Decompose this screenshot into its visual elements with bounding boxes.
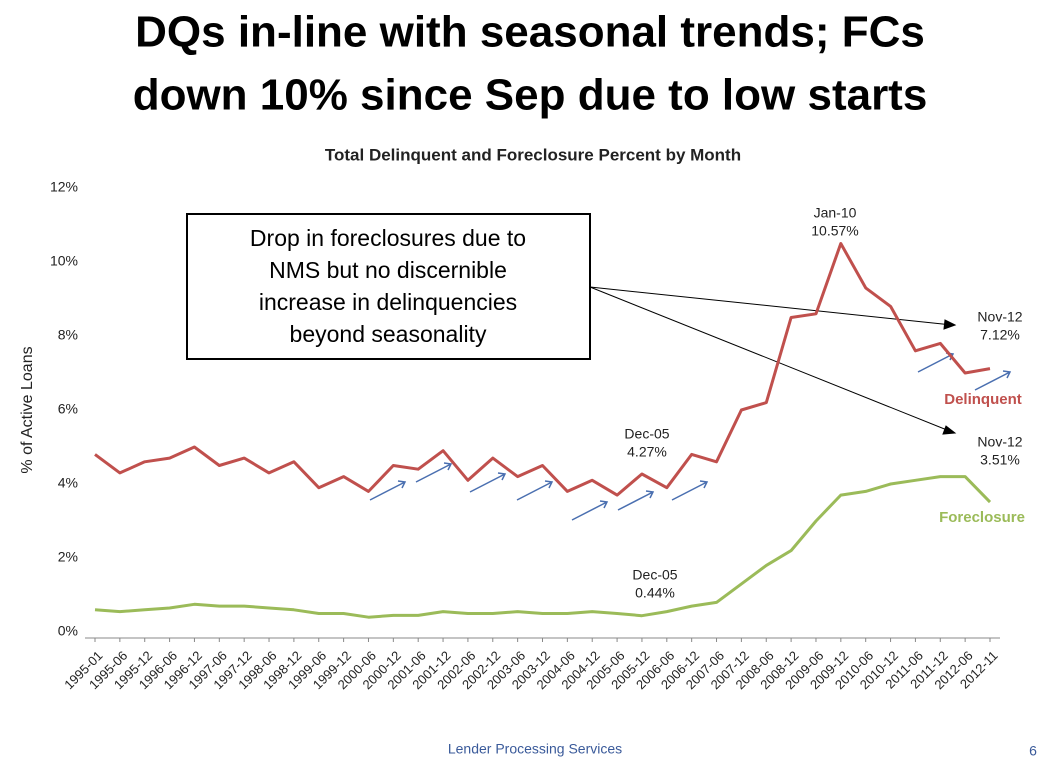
callout-text: Drop in foreclosures due to	[250, 225, 526, 251]
y-tick-label: 0%	[58, 623, 78, 639]
callout-text: beyond seasonality	[290, 321, 487, 347]
callout-arrows	[589, 286, 957, 435]
annotation: Nov-12	[977, 309, 1022, 325]
series-label: Delinquent	[944, 391, 1022, 408]
series-line	[94, 242, 991, 497]
annotation: Nov-12	[977, 434, 1022, 450]
y-tick-label: 4%	[58, 475, 78, 491]
callout-text: increase in delinquencies	[259, 289, 517, 315]
annotation: Dec-05	[632, 567, 677, 583]
series-line	[94, 475, 992, 619]
page-number: 6	[1029, 743, 1037, 759]
callout-text: NMS but no discernible	[269, 257, 507, 283]
y-tick-label: 2%	[58, 549, 78, 565]
annotation: 7.12%	[980, 327, 1020, 343]
footer: Lender Processing Services	[448, 741, 622, 757]
y-axis-label: % of Active Loans	[19, 346, 36, 473]
annotation: 10.57%	[811, 223, 858, 239]
annotation: 3.51%	[980, 452, 1020, 468]
y-tick-label: 10%	[50, 253, 78, 269]
slide-title: DQs in-line with seasonal trends; FCs	[135, 8, 925, 57]
small-arrows	[369, 352, 1012, 521]
callout-box	[186, 213, 591, 360]
y-tick-label: 8%	[58, 327, 78, 343]
y-tick-label: 6%	[58, 401, 78, 417]
series-label: Foreclosure	[939, 509, 1025, 526]
annotation: 4.27%	[627, 444, 667, 460]
chart-title: Total Delinquent and Foreclosure Percent…	[325, 145, 741, 164]
annotation: 0.44%	[635, 585, 675, 601]
annotation: Jan-10	[814, 205, 857, 221]
annotation: Dec-05	[624, 426, 669, 442]
slide-title: down 10% since Sep due to low starts	[133, 71, 928, 120]
y-tick-label: 12%	[50, 179, 78, 195]
